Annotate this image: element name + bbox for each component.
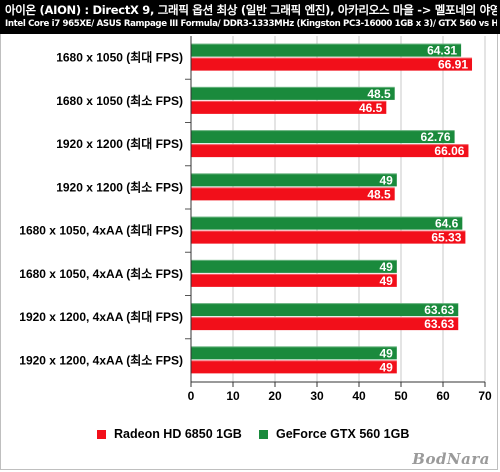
category-label-5: 1680 x 1050, 4xAA (최소 FPS) (19, 266, 183, 281)
watermark-logo: BodNara (412, 450, 490, 468)
geforce-bar-4 (191, 216, 463, 230)
x-tick-label-6: 60 (436, 389, 450, 403)
radeon-bar-3 (191, 187, 395, 201)
chart-frame (0, 34, 498, 470)
geforce-value-label-6: 63.63 (424, 303, 454, 317)
radeon-bar-5 (191, 273, 397, 287)
chart-title: 아이온 (AION) : DirectX 9, 그래픽 옵션 최상 (일반 그래… (5, 3, 497, 17)
radeon-value-label-3: 48.5 (367, 187, 391, 201)
geforce-value-label-2: 62.76 (421, 130, 451, 144)
x-tick-label-2: 20 (268, 389, 282, 403)
radeon-bar-2 (191, 144, 469, 158)
radeon-value-label-7: 49 (379, 360, 393, 374)
radeon-bar-7 (191, 360, 397, 374)
radeon-value-label-6: 63.63 (424, 317, 454, 331)
x-tick-label-7: 70 (478, 389, 492, 403)
geforce-value-label-5: 49 (379, 260, 393, 274)
x-tick-label-4: 40 (352, 389, 366, 403)
category-label-7: 1920 x 1200, 4xAA (최소 FPS) (19, 352, 183, 367)
legend-item-geforce: GeForce GTX 560 1GB (259, 424, 409, 444)
geforce-bar-6 (191, 303, 459, 317)
category-label-0: 1680 x 1050 (최대 FPS) (56, 50, 183, 65)
geforce-value-label-3: 49 (379, 173, 393, 187)
radeon-bar-6 (191, 317, 459, 331)
x-tick-label-3: 30 (310, 389, 324, 403)
legend-label-geforce: GeForce GTX 560 1GB (276, 427, 410, 441)
radeon-value-label-1: 46.5 (359, 101, 383, 115)
legend: Radeon HD 6850 1GB GeForce GTX 560 1GB (0, 424, 500, 444)
legend-swatch-geforce (259, 429, 268, 439)
geforce-bar-1 (191, 86, 395, 100)
x-tick-label-5: 50 (394, 389, 408, 403)
geforce-value-label-7: 49 (379, 346, 393, 360)
legend-swatch-radeon (97, 429, 106, 439)
radeon-bar-1 (191, 100, 387, 114)
radeon-bar-0 (191, 57, 473, 71)
x-tick-label-0: 0 (188, 389, 195, 403)
category-label-3: 1920 x 1200 (최소 FPS) (56, 179, 183, 194)
category-label-4: 1680 x 1050, 4xAA (최대 FPS) (19, 223, 183, 238)
radeon-value-label-4: 65.33 (431, 231, 461, 245)
radeon-bar-4 (191, 230, 466, 244)
geforce-bar-2 (191, 130, 455, 144)
category-label-2: 1920 x 1200 (최대 FPS) (56, 136, 183, 151)
chart-header: 아이온 (AION) : DirectX 9, 그래픽 옵션 최상 (일반 그래… (0, 0, 500, 34)
geforce-value-label-1: 48.5 (367, 87, 391, 101)
radeon-value-label-5: 49 (379, 274, 393, 288)
chart-subtitle: Intel Core i7 965XE/ ASUS Rampage III Fo… (5, 19, 497, 29)
category-label-6: 1920 x 1200, 4xAA (최대 FPS) (19, 309, 183, 324)
geforce-value-label-0: 64.31 (427, 44, 457, 58)
geforce-bar-5 (191, 259, 397, 273)
legend-label-radeon: Radeon HD 6850 1GB (114, 427, 242, 441)
geforce-bar-7 (191, 346, 397, 360)
radeon-value-label-2: 66.06 (434, 144, 464, 158)
category-label-1: 1680 x 1050 (최소 FPS) (56, 93, 183, 108)
radeon-value-label-0: 66.91 (438, 58, 468, 72)
geforce-value-label-4: 64.6 (435, 217, 459, 231)
geforce-bar-3 (191, 173, 397, 187)
legend-item-radeon: Radeon HD 6850 1GB (97, 424, 242, 444)
x-tick-label-1: 10 (226, 389, 240, 403)
geforce-bar-0 (191, 43, 462, 57)
